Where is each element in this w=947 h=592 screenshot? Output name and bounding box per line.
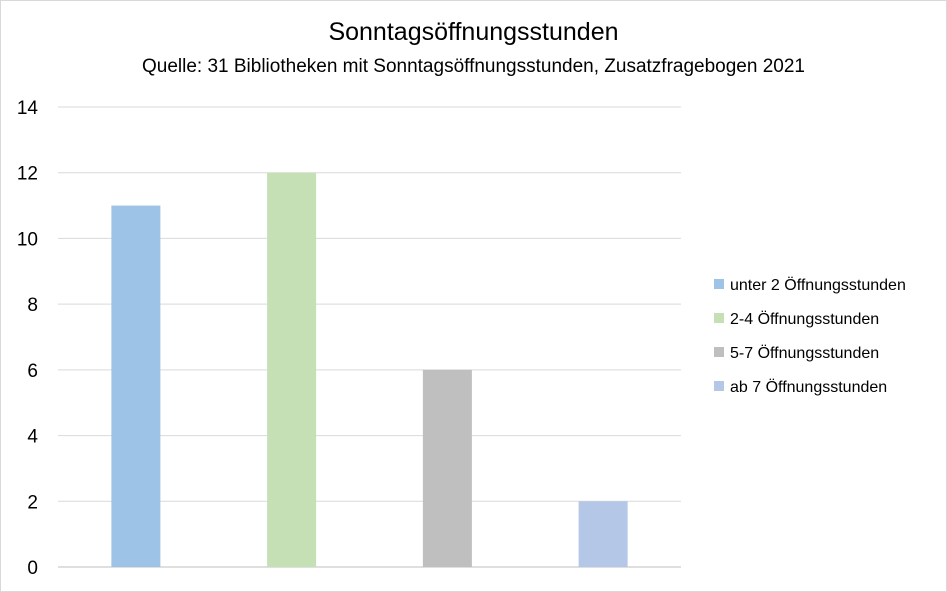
y-tick-label: 0 [27,558,38,579]
bar [422,369,472,567]
legend-label: unter 2 Öffnungsstunden [730,276,906,294]
bar [111,205,161,568]
chart-title: Sonntagsöffnungsstunden [328,18,619,46]
y-tick-label: 8 [27,295,38,316]
legend-label: 2-4 Öffnungsstunden [730,310,879,328]
y-tick-label: 12 [17,164,38,185]
y-tick-label: 2 [27,492,38,513]
legend-swatch [714,313,724,323]
y-axis-ticks: 0 2 4 6 8 10 12 14 [17,98,39,579]
legend-label: 5-7 Öffnungsstunden [730,344,879,362]
chart-subtitle: Quelle: 31 Bibliotheken mit Sonntagsöffn… [141,56,805,77]
legend-swatch [714,347,724,357]
legend: unter 2 Öffnungsstunden 2-4 Öffnungsstund… [714,276,906,396]
y-tick-label: 10 [17,229,38,250]
legend-swatch [714,381,724,391]
legend-swatch [714,279,724,289]
bar [267,172,317,567]
bar [578,501,628,567]
legend-label: ab 7 Öffnungsstunden [730,378,887,396]
bars [111,172,628,568]
y-tick-label: 6 [27,361,38,382]
y-tick-label: 4 [27,427,38,448]
y-tick-label: 14 [17,98,39,119]
gridlines [58,106,681,568]
